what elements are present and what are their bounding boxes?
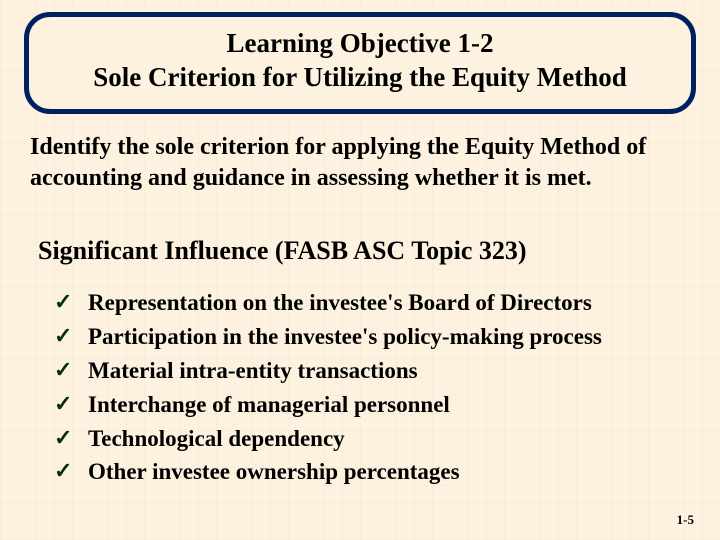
list-item: ✓ Technological dependency xyxy=(54,424,690,454)
list-item: ✓ Material intra-entity transactions xyxy=(54,356,690,386)
title-line-2: Sole Criterion for Utilizing the Equity … xyxy=(49,61,671,95)
subheading: Significant Influence (FASB ASC Topic 32… xyxy=(38,236,527,266)
bullet-text: Representation on the investee's Board o… xyxy=(88,288,592,318)
bullet-text: Material intra-entity transactions xyxy=(88,356,418,386)
bullet-text: Technological dependency xyxy=(88,424,345,454)
bullet-text: Participation in the investee's policy-m… xyxy=(88,322,602,352)
check-icon: ✓ xyxy=(54,424,88,453)
bullet-text: Interchange of managerial personnel xyxy=(88,390,450,420)
body-paragraph: Identify the sole criterion for applying… xyxy=(30,132,690,193)
list-item: ✓ Representation on the investee's Board… xyxy=(54,288,690,318)
check-icon: ✓ xyxy=(54,322,88,351)
page-number: 1-5 xyxy=(677,512,694,528)
check-icon: ✓ xyxy=(54,390,88,419)
bullet-list: ✓ Representation on the investee's Board… xyxy=(54,288,690,491)
list-item: ✓ Other investee ownership percentages xyxy=(54,457,690,487)
list-item: ✓ Participation in the investee's policy… xyxy=(54,322,690,352)
title-line-1: Learning Objective 1-2 xyxy=(49,27,671,61)
check-icon: ✓ xyxy=(54,356,88,385)
list-item: ✓ Interchange of managerial personnel xyxy=(54,390,690,420)
bullet-text: Other investee ownership percentages xyxy=(88,457,460,487)
title-frame: Learning Objective 1-2 Sole Criterion fo… xyxy=(24,12,696,114)
check-icon: ✓ xyxy=(54,288,88,317)
check-icon: ✓ xyxy=(54,457,88,486)
